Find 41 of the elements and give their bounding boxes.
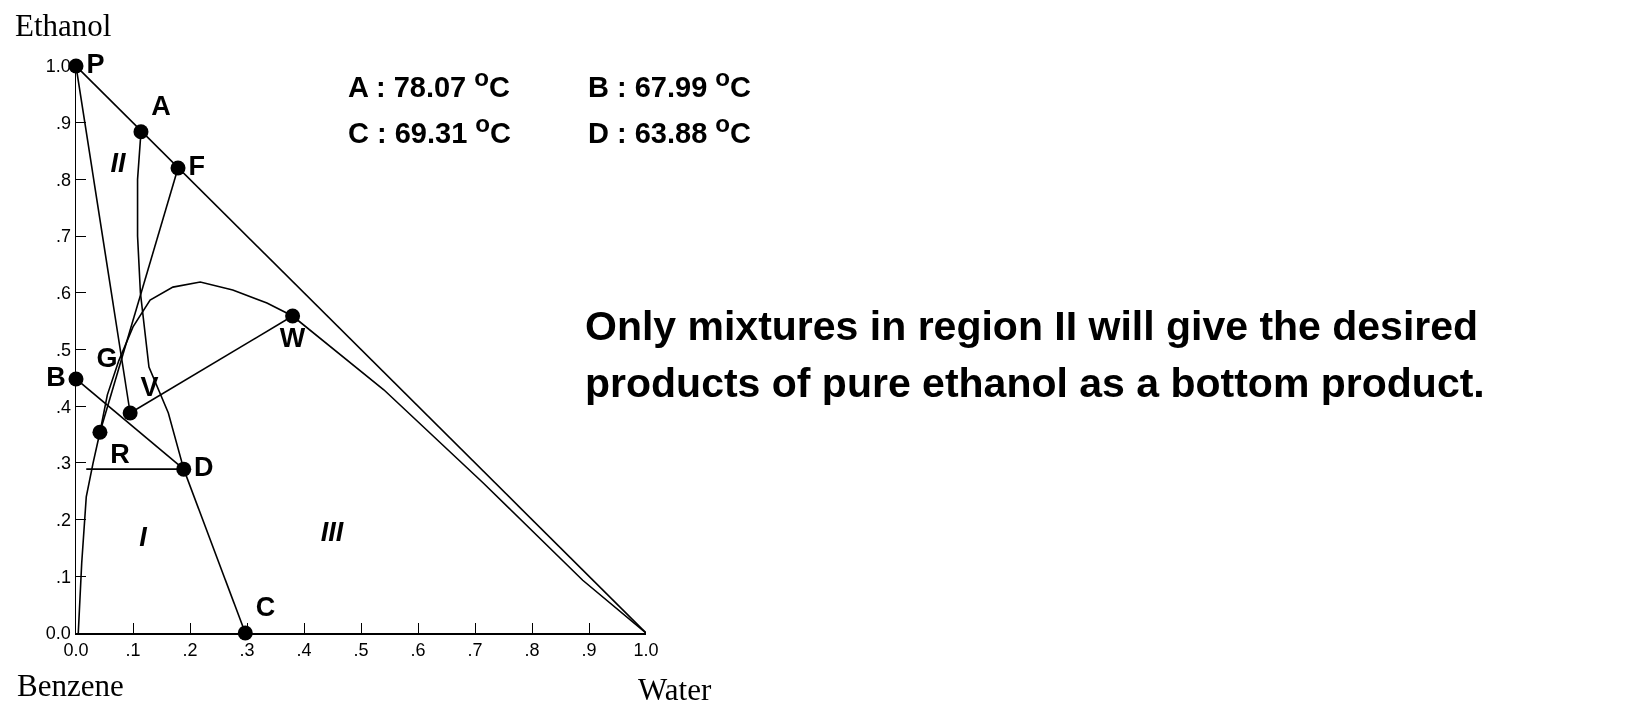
y-tick-label: .1 (55, 566, 71, 587)
x-tick-label: .7 (467, 640, 483, 661)
y-tick-label: .4 (55, 396, 71, 417)
annotation: A : 78.07 $^{o}$C (348, 64, 510, 104)
x-tick-label: 1.0 (633, 640, 659, 661)
annotation: Only mixtures in region II will give the desired products of pure ethanol as a bottom product. (585, 302, 1486, 409)
y-tick-label: .8 (55, 169, 71, 190)
x-tick-label: .4 (296, 640, 312, 661)
data-label: C (255, 591, 276, 622)
x-tick-label: .8 (524, 640, 540, 661)
x-tick-label: .2 (182, 640, 198, 661)
y-tick-label: .9 (55, 113, 71, 133)
y-tick-label: .2 (55, 509, 71, 530)
annotation: B : 67.99 $^{o}$C (588, 64, 752, 104)
y-tick-label: 0.0 (45, 623, 71, 644)
x-tick-label: .1 (125, 640, 141, 661)
x-tick-label: .9 (581, 640, 597, 661)
annotation: D : 63.88 $^{o}$C (588, 110, 752, 150)
annotation: III (320, 516, 344, 548)
x-tick-label: .3 (239, 640, 255, 661)
y-tick-label: .5 (55, 339, 71, 360)
y-tick-label: .6 (55, 283, 71, 304)
annotation: C : 69.31 $^{o}$C (348, 110, 512, 150)
data-label: D (194, 451, 214, 482)
x-tick-label: .6 (410, 640, 426, 661)
data-label: P (86, 48, 105, 79)
data-label: F (188, 150, 205, 181)
text: Benzene (17, 668, 124, 704)
y-tick-label: .7 (55, 226, 71, 247)
annotation: G (96, 342, 118, 374)
annotation: II (110, 147, 126, 179)
annotation: I (139, 521, 147, 553)
x-tick-label: .5 (353, 640, 369, 661)
data-label: R (110, 438, 130, 469)
y-axis-title: Ethanol (15, 8, 112, 44)
y-tick-label: .3 (55, 453, 71, 474)
data-label: B (46, 361, 66, 392)
x-axis-title: Water (638, 672, 712, 708)
data-label: V (140, 371, 159, 402)
data-label: A (151, 90, 171, 121)
data-label: W (279, 322, 306, 353)
